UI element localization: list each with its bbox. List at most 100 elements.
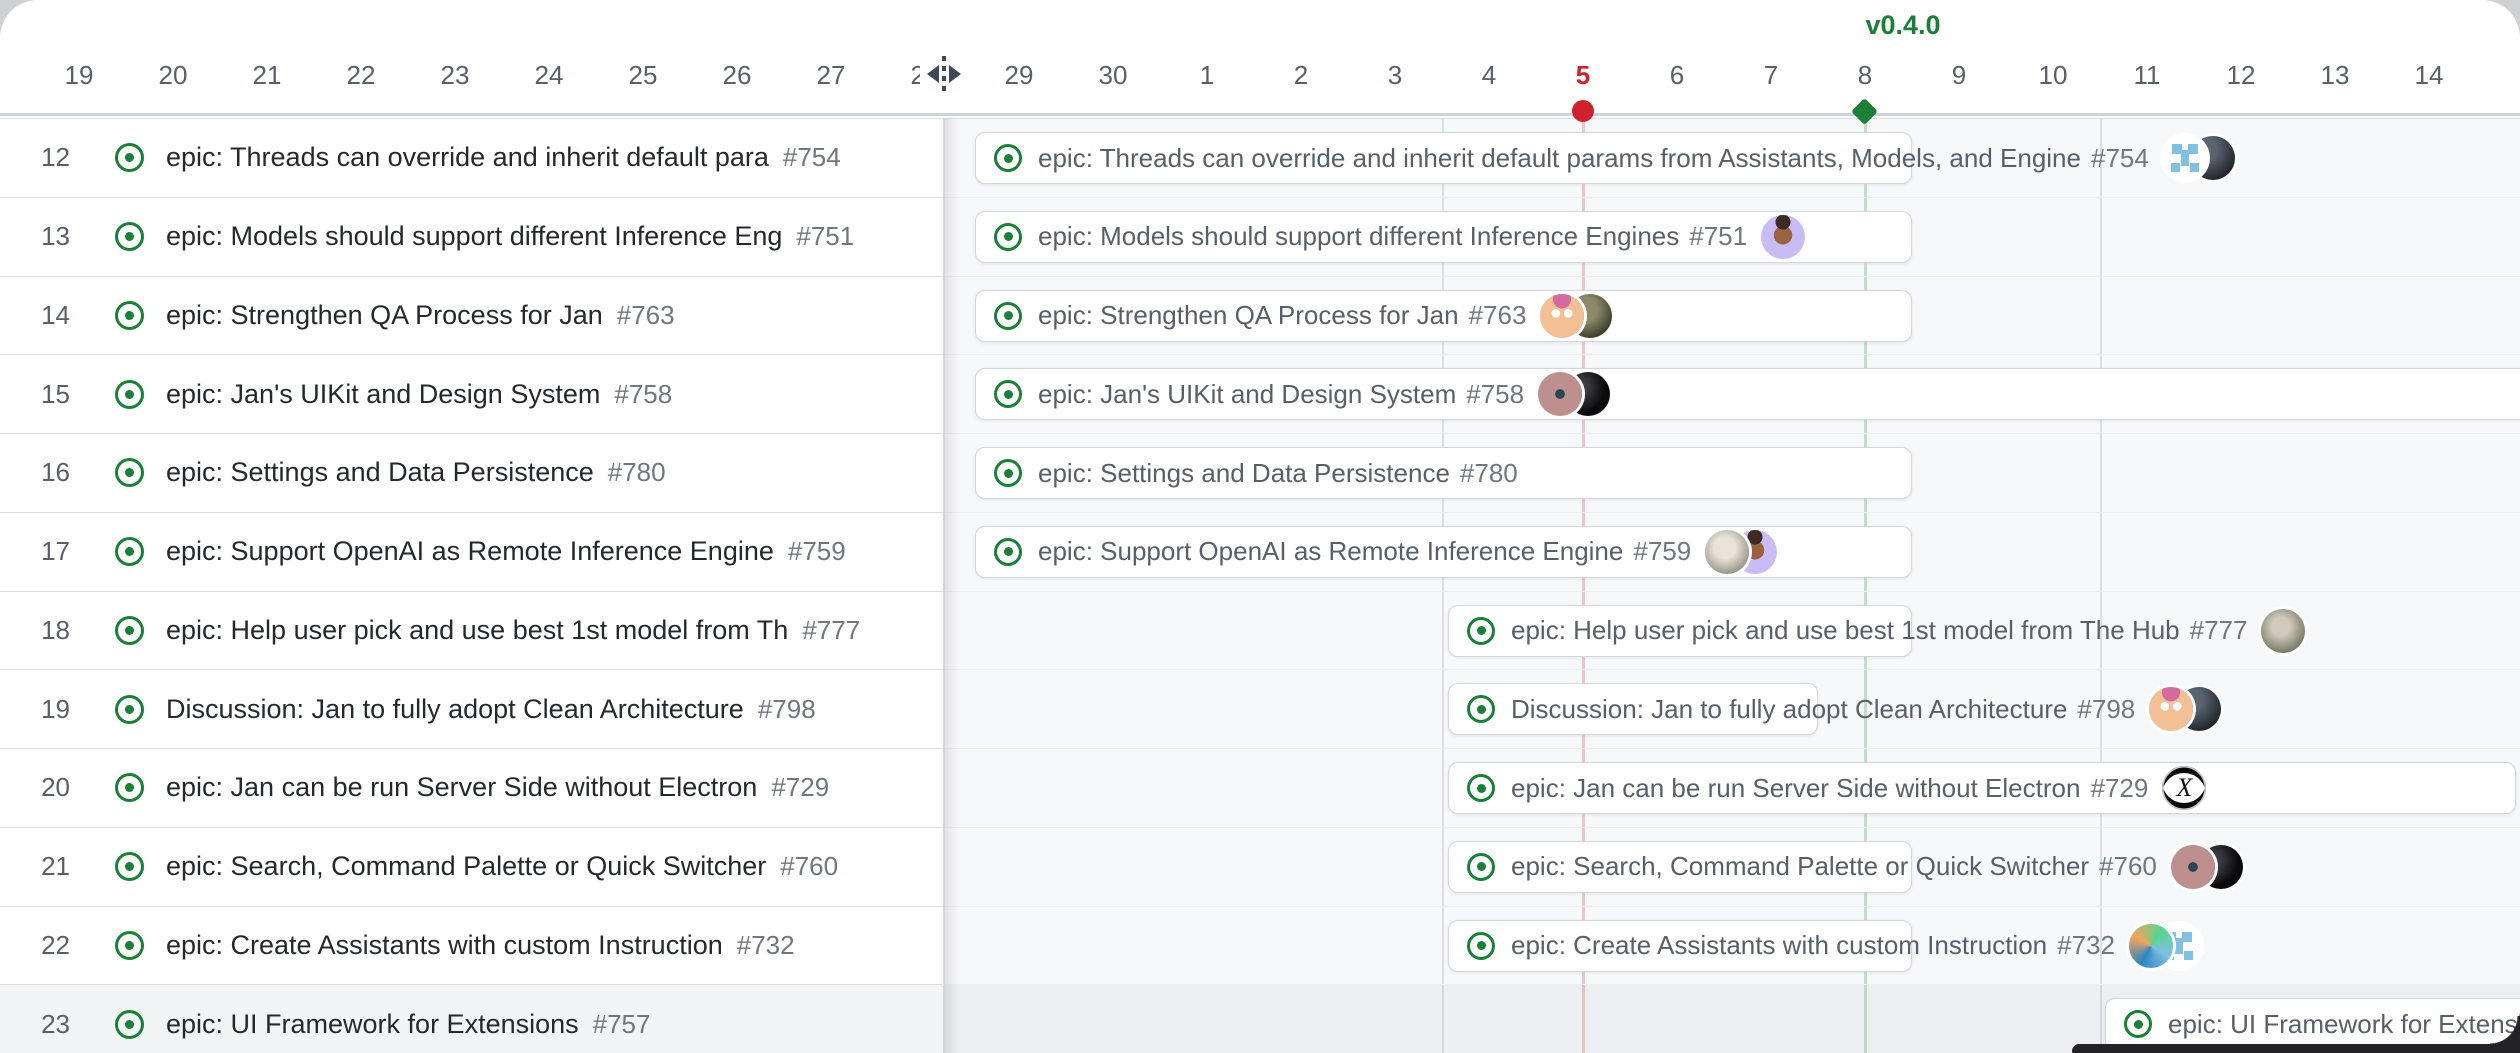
- issue-row-18[interactable]: 18 epic: Help user pick and use best 1st …: [0, 591, 945, 671]
- issue-title[interactable]: epic: Help user pick and use best 1st mo…: [166, 614, 789, 645]
- issue-title[interactable]: epic: Jan's UIKit and Design System: [166, 378, 601, 409]
- avatar-photo-cat-light[interactable]: [1705, 529, 1750, 574]
- timeline-row-14[interactable]: epic: Strengthen QA Process for Jan #763: [945, 277, 2520, 356]
- avatar-photo-cat-gray[interactable]: [2261, 608, 2306, 653]
- avatar-morty[interactable]: [1540, 293, 1585, 338]
- issue-title[interactable]: epic: Models should support different In…: [166, 221, 783, 252]
- issue-title[interactable]: Discussion: Jan to fully adopt Clean Arc…: [166, 693, 744, 724]
- date-cell-24[interactable]: 24: [534, 60, 564, 90]
- issue-row-21[interactable]: 21 epic: Search, Command Palette or Quick…: [0, 827, 945, 907]
- avatar-rose-eye[interactable]: [1538, 372, 1583, 417]
- issue-number: #757: [592, 1008, 651, 1039]
- date-cell-8[interactable]: 8: [1857, 60, 1873, 90]
- issue-title[interactable]: epic: Strengthen QA Process for Jan: [166, 299, 603, 330]
- issue-row-17[interactable]: 17 epic: Support OpenAI as Remote Inferen…: [0, 512, 945, 592]
- avatar-morty[interactable]: [2149, 687, 2194, 732]
- date-cell-9[interactable]: 9: [1951, 60, 1967, 90]
- issue-title[interactable]: epic: Threads can override and inherit d…: [166, 142, 769, 173]
- timeline-row-21[interactable]: epic: Search, Command Palette or Quick S…: [945, 828, 2520, 907]
- col-resize-cursor: [920, 53, 968, 95]
- date-cell-25[interactable]: 25: [628, 60, 658, 90]
- panel-divider[interactable]: [943, 118, 945, 1053]
- issue-bar-19[interactable]: Discussion: Jan to fully adopt Clean Arc…: [1448, 683, 2222, 736]
- issue-bar-16[interactable]: epic: Settings and Data Persistence #780: [975, 447, 1912, 499]
- timeline-row-12[interactable]: epic: Threads can override and inherit d…: [945, 119, 2520, 198]
- issue-bar-14[interactable]: epic: Strengthen QA Process for Jan #763: [975, 289, 1912, 342]
- date-cell-23[interactable]: 23: [440, 60, 470, 90]
- row-number: 16: [41, 457, 70, 488]
- open-issue-icon: [115, 1009, 144, 1039]
- date-cell-2[interactable]: 2: [1293, 60, 1309, 90]
- issue-title[interactable]: epic: Support OpenAI as Remote Inference…: [166, 536, 774, 567]
- timeline-row-19[interactable]: Discussion: Jan to fully adopt Clean Arc…: [945, 670, 2520, 749]
- issue-bar-15[interactable]: epic: Jan's UIKit and Design System #758: [975, 368, 2520, 421]
- issue-bar-12[interactable]: epic: Threads can override and inherit d…: [975, 132, 2235, 184]
- date-cell-14[interactable]: 14: [2414, 60, 2444, 90]
- timeline-row-16[interactable]: epic: Settings and Data Persistence #780: [945, 434, 2520, 513]
- issue-title[interactable]: epic: Settings and Data Persistence: [166, 457, 594, 488]
- date-cell-19[interactable]: 19: [64, 60, 94, 90]
- issue-bar-21[interactable]: epic: Search, Command Palette or Quick S…: [1448, 840, 2243, 893]
- date-cell-26[interactable]: 26: [722, 60, 752, 90]
- issue-row-12[interactable]: 12 epic: Threads can override and inherit…: [0, 119, 945, 198]
- issue-title[interactable]: epic: Search, Command Palette or Quick S…: [166, 851, 767, 882]
- timeline-row-18[interactable]: epic: Help user pick and use best 1st mo…: [945, 592, 2520, 671]
- timeline-panel[interactable]: epic: Threads can override and inherit d…: [945, 118, 2520, 1053]
- issue-bar-20[interactable]: epic: Jan can be run Server Side without…: [1448, 762, 2516, 814]
- issue-number: #754: [782, 142, 841, 173]
- avatar-identicon-blue[interactable]: [2162, 136, 2207, 180]
- avatar-cat-colorful[interactable]: [2128, 923, 2173, 968]
- date-cell-30[interactable]: 30: [1098, 60, 1128, 90]
- avatar-memoji-purple[interactable]: [1761, 214, 1806, 259]
- avatar-x-logo[interactable]: X: [2162, 766, 2207, 810]
- issue-row-15[interactable]: 15 epic: Jan's UIKit and Design System #75…: [0, 355, 945, 434]
- bar-issue-number: #798: [2077, 693, 2136, 724]
- date-cell-4[interactable]: 4: [1481, 60, 1497, 90]
- issue-row-19[interactable]: 19 Discussion: Jan to fully adopt Clean A…: [0, 670, 945, 749]
- date-scale[interactable]: 1920212223242526272829301234567891011121…: [32, 56, 2476, 94]
- issue-bar-17[interactable]: epic: Support OpenAI as Remote Inference…: [975, 525, 1912, 578]
- timeline-row-13[interactable]: epic: Models should support different In…: [945, 198, 2520, 277]
- timeline-header[interactable]: 1920212223242526272829301234567891011121…: [0, 0, 2520, 125]
- date-cell-20[interactable]: 20: [158, 60, 188, 90]
- issue-row-22[interactable]: 22 epic: Create Assistants with custom In…: [0, 906, 945, 986]
- date-cell-12[interactable]: 12: [2226, 60, 2256, 90]
- issue-title[interactable]: epic: UI Framework for Extensions: [166, 1008, 579, 1039]
- timeline-row-23[interactable]: epic: UI Framework for Extensions#757: [945, 985, 2520, 1053]
- timeline-row-20[interactable]: epic: Jan can be run Server Side without…: [945, 749, 2520, 828]
- issue-row-13[interactable]: 13 epic: Models should support different …: [0, 197, 945, 277]
- date-cell-21[interactable]: 21: [252, 60, 282, 90]
- timeline-row-15[interactable]: epic: Jan's UIKit and Design System #758: [945, 355, 2520, 434]
- panel-divider-shadow: [945, 118, 959, 1053]
- date-cell-27[interactable]: 27: [816, 60, 846, 90]
- date-cell-11[interactable]: 11: [2133, 60, 2161, 90]
- issue-bar-13[interactable]: epic: Models should support different In…: [975, 210, 1912, 263]
- issue-row-16[interactable]: 16 epic: Settings and Data Persistence #78…: [0, 434, 945, 513]
- date-cell-5[interactable]: 5: [1575, 60, 1591, 90]
- issue-number: #777: [802, 614, 861, 645]
- issue-row-14[interactable]: 14 epic: Strengthen QA Process for Jan #76…: [0, 276, 945, 356]
- avatar-rose-eye[interactable]: [2170, 844, 2215, 889]
- issue-bar-18[interactable]: epic: Help user pick and use best 1st mo…: [1448, 604, 2306, 657]
- timeline-row-17[interactable]: epic: Support OpenAI as Remote Inference…: [945, 513, 2520, 592]
- date-cell-13[interactable]: 13: [2320, 60, 2350, 90]
- date-cell-10[interactable]: 10: [2038, 60, 2068, 90]
- milestone-label[interactable]: v0.4.0: [1865, 10, 1941, 40]
- bar-title: epic: Threads can override and inherit d…: [1038, 142, 2081, 173]
- issue-row-23[interactable]: 23 epic: UI Framework for Extensions #757: [0, 985, 945, 1053]
- issue-title[interactable]: epic: Create Assistants with custom Inst…: [166, 929, 723, 960]
- date-cell-1[interactable]: 1: [1199, 60, 1215, 90]
- date-cell-29[interactable]: 29: [1004, 60, 1034, 90]
- issue-bar-23[interactable]: epic: UI Framework for Extensions#757: [2105, 998, 2520, 1051]
- issue-row-20[interactable]: 20 epic: Jan can be run Server Side witho…: [0, 749, 945, 828]
- date-cell-3[interactable]: 3: [1387, 60, 1403, 90]
- date-cell-6[interactable]: 6: [1669, 60, 1685, 90]
- open-issue-icon: [115, 694, 144, 724]
- issue-bar-22[interactable]: epic: Create Assistants with custom Inst…: [1448, 919, 2201, 972]
- date-cell-7[interactable]: 7: [1763, 60, 1779, 90]
- issue-title[interactable]: epic: Jan can be run Server Side without…: [166, 772, 758, 803]
- timeline-row-22[interactable]: epic: Create Assistants with custom Inst…: [945, 907, 2520, 986]
- date-cell-22[interactable]: 22: [346, 60, 376, 90]
- assignee-avatars: [1538, 372, 1611, 417]
